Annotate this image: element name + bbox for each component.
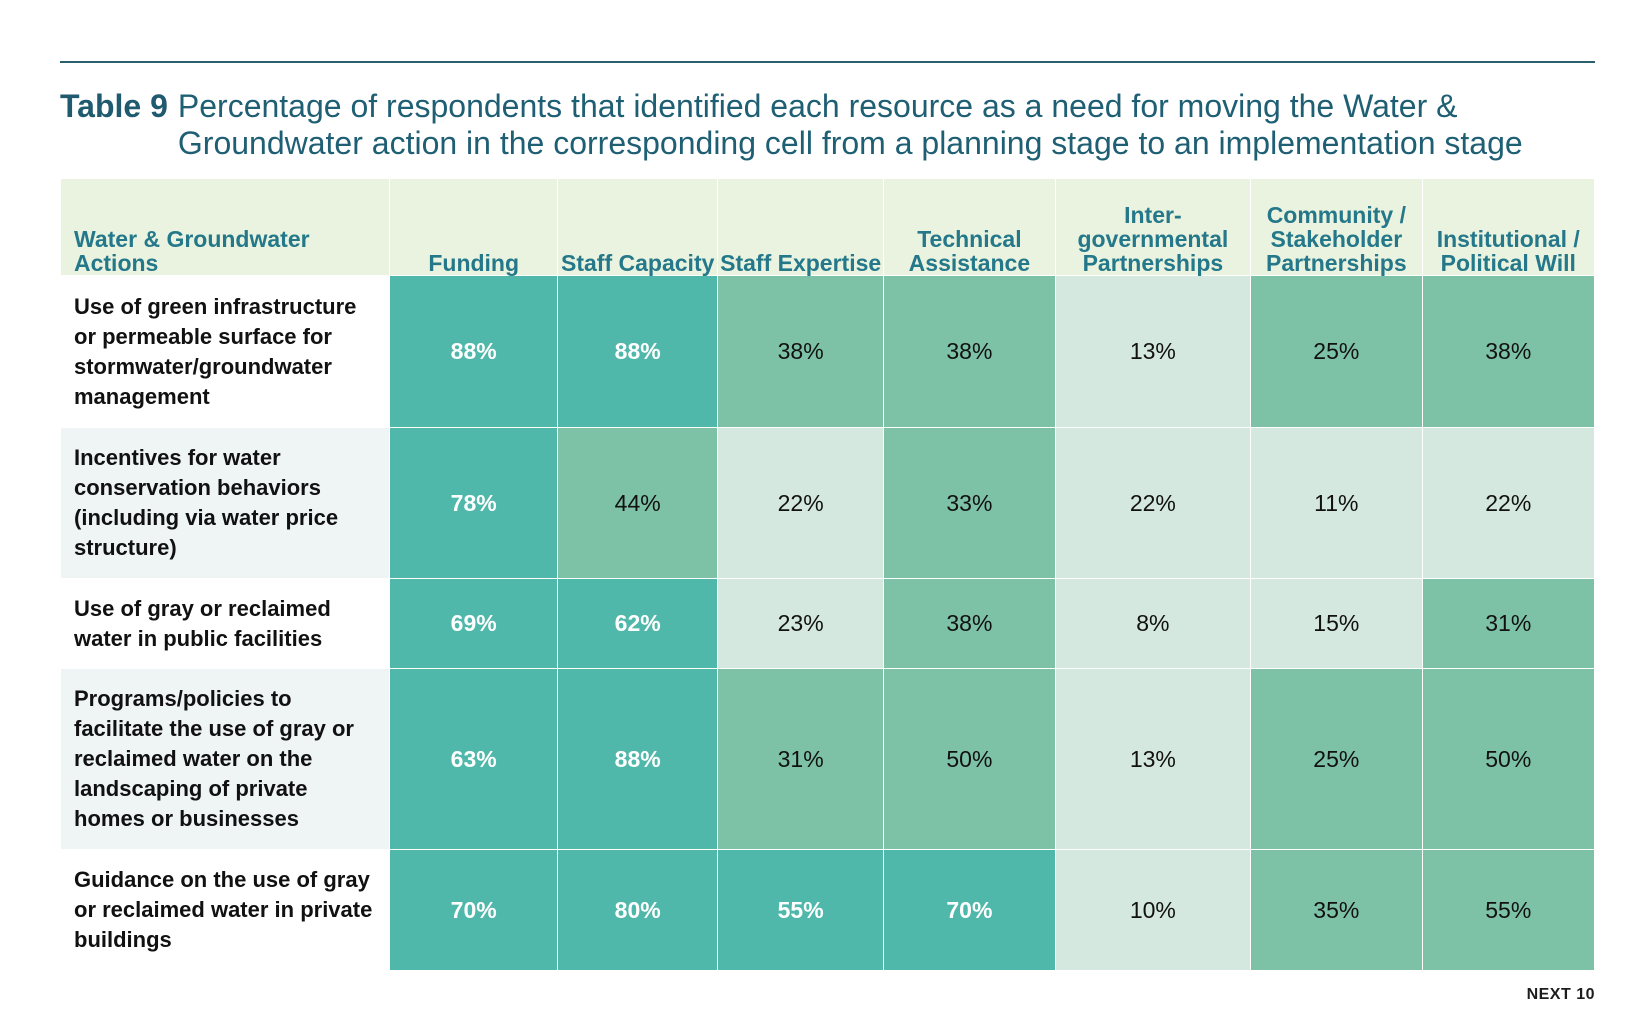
col-header-community-partnerships: Community / Stakeholder Partnerships bbox=[1250, 178, 1423, 276]
col-header-intergovernmental-partnerships: Inter-governmental Partnerships bbox=[1054, 178, 1252, 276]
row-action-label: Use of green infrastructure or permeable… bbox=[59, 275, 391, 428]
value-cell: 38% bbox=[883, 578, 1056, 669]
col-header-funding: Funding bbox=[389, 178, 559, 276]
value-cell: 63% bbox=[389, 668, 559, 850]
col-header-staff-expertise: Staff Expertise bbox=[717, 178, 885, 276]
table-number: Table 9 bbox=[60, 88, 168, 124]
col-header-staff-capacity: Staff Capacity bbox=[557, 178, 719, 276]
value-cell: 33% bbox=[883, 427, 1056, 579]
col-header-technical-assistance: Technical Assistance bbox=[883, 178, 1056, 276]
row-action-label: Use of gray or reclaimed water in public… bbox=[59, 578, 391, 669]
value-cell: 25% bbox=[1250, 668, 1423, 850]
value-cell: 22% bbox=[1054, 427, 1252, 579]
value-cell: 11% bbox=[1250, 427, 1423, 579]
value-cell: 44% bbox=[557, 427, 719, 579]
value-cell: 70% bbox=[883, 849, 1056, 971]
row-action-label: Programs/policies to facilitate the use … bbox=[59, 668, 391, 850]
row-action-label: Guidance on the use of gray or reclaimed… bbox=[59, 849, 391, 971]
value-cell: 80% bbox=[557, 849, 719, 971]
value-cell: 13% bbox=[1054, 668, 1252, 850]
value-cell: 88% bbox=[557, 275, 719, 428]
value-cell: 62% bbox=[557, 578, 719, 669]
value-cell: 55% bbox=[717, 849, 885, 971]
value-cell: 35% bbox=[1250, 849, 1423, 971]
value-cell: 38% bbox=[1421, 275, 1596, 428]
value-cell: 50% bbox=[1421, 668, 1596, 850]
col-header-actions: Water & Groundwater Actions bbox=[59, 178, 391, 276]
table-row: Guidance on the use of gray or reclaimed… bbox=[59, 849, 1596, 971]
table-row: Programs/policies to facilitate the use … bbox=[59, 668, 1596, 850]
value-cell: 10% bbox=[1054, 849, 1252, 971]
resource-needs-table: Water & Groundwater Actions Funding Staf… bbox=[59, 178, 1596, 971]
value-cell: 70% bbox=[389, 849, 559, 971]
col-header-political-will: Institutional / Political Will bbox=[1421, 178, 1596, 276]
table-row: Use of green infrastructure or permeable… bbox=[59, 275, 1596, 428]
value-cell: 8% bbox=[1054, 578, 1252, 669]
header-row: Water & Groundwater Actions Funding Staf… bbox=[59, 178, 1596, 276]
value-cell: 69% bbox=[389, 578, 559, 669]
value-cell: 38% bbox=[883, 275, 1056, 428]
value-cell: 55% bbox=[1421, 849, 1596, 971]
value-cell: 88% bbox=[557, 668, 719, 850]
table-row: Use of gray or reclaimed water in public… bbox=[59, 578, 1596, 669]
value-cell: 50% bbox=[883, 668, 1056, 850]
value-cell: 23% bbox=[717, 578, 885, 669]
value-cell: 22% bbox=[717, 427, 885, 579]
footer-page-label: NEXT 10 bbox=[1526, 986, 1595, 1003]
table-caption: Percentage of respondents that identifie… bbox=[177, 88, 1523, 161]
value-cell: 22% bbox=[1421, 427, 1596, 579]
value-cell: 78% bbox=[389, 427, 559, 579]
row-action-label: Incentives for water conservation behavi… bbox=[59, 427, 391, 579]
top-rule bbox=[60, 61, 1595, 63]
value-cell: 13% bbox=[1054, 275, 1252, 428]
value-cell: 88% bbox=[389, 275, 559, 428]
table-title: Table 9 Percentage of respondents that i… bbox=[60, 88, 1600, 162]
table-row: Incentives for water conservation behavi… bbox=[59, 427, 1596, 579]
value-cell: 25% bbox=[1250, 275, 1423, 428]
value-cell: 15% bbox=[1250, 578, 1423, 669]
value-cell: 38% bbox=[717, 275, 885, 428]
value-cell: 31% bbox=[717, 668, 885, 850]
value-cell: 31% bbox=[1421, 578, 1596, 669]
